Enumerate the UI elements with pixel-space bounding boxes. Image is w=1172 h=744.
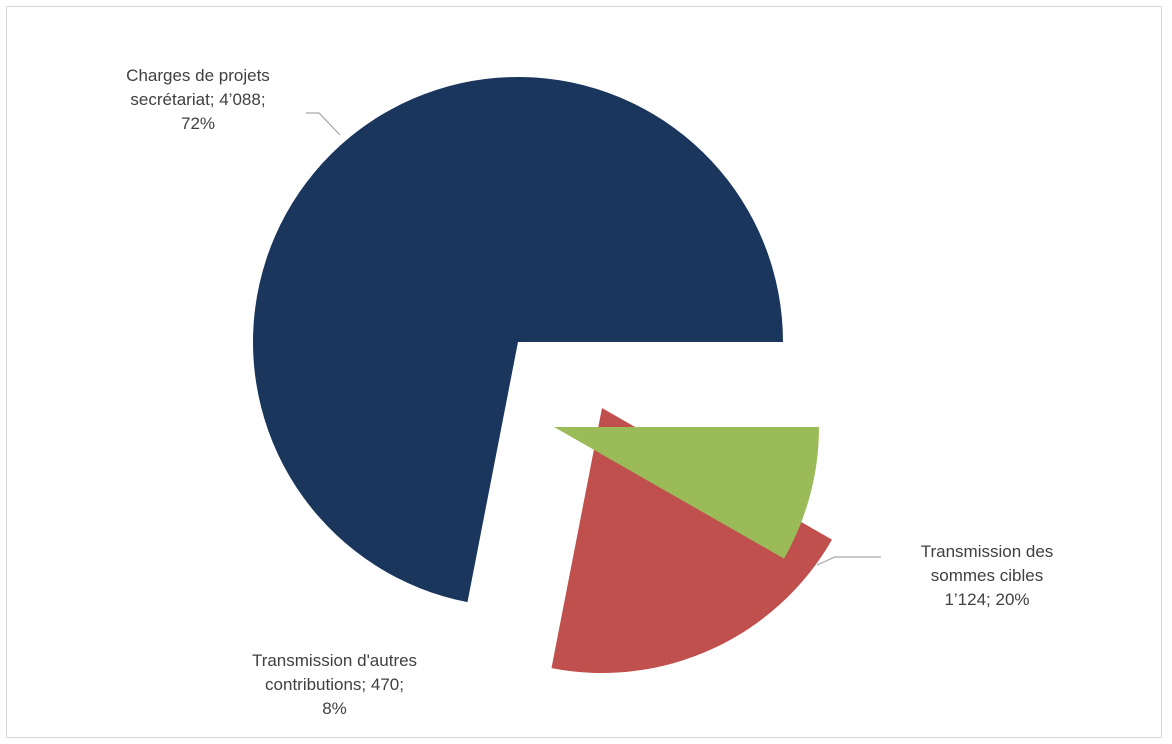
slice-sommes-cibles: [551, 408, 833, 673]
slice-label-line: 1’124; 20%: [944, 590, 1030, 609]
leader-line-sommes-cibles: [816, 556, 881, 566]
slice-label-autres-contributions: Transmission d'autres contributions; 470…: [222, 649, 447, 721]
slice-charges-projets: [252, 76, 783, 603]
chart-area: Charges de projets secrétariat; 4’088; 7…: [6, 6, 1162, 738]
slice-label-line: Transmission d'autres: [251, 651, 418, 670]
slice-label-line: Charges de projets: [126, 66, 270, 85]
slice-label-line: 8%: [322, 699, 347, 718]
leader-line-charges-projets: [306, 112, 341, 136]
pie-chart: [252, 76, 881, 673]
slice-autres-contributions: [554, 427, 819, 559]
slice-label-line: contributions; 470;: [265, 675, 404, 694]
slice-label-line: 72%: [180, 114, 216, 133]
slice-label-line: sommes cibles: [930, 566, 1044, 585]
slice-label-line: Transmission des: [920, 542, 1054, 561]
slice-label-sommes-cibles: Transmission des sommes cibles 1’124; 20…: [887, 540, 1087, 612]
slice-label-line: secrétariat; 4’088;: [130, 90, 266, 109]
slice-label-charges-projets: Charges de projets secrétariat; 4’088; 7…: [93, 64, 303, 136]
